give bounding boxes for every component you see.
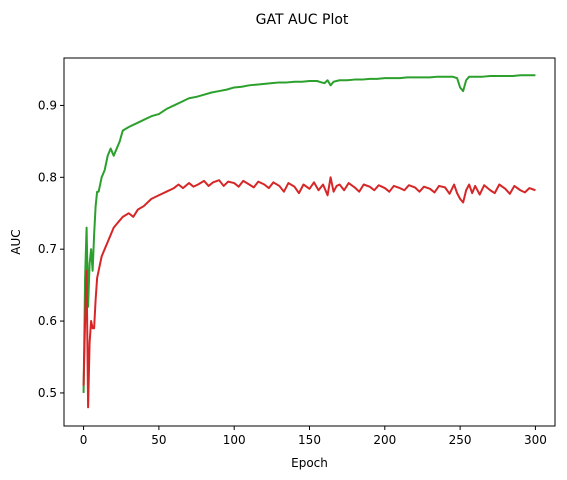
y-tick-label: 0.7 [38, 242, 57, 256]
x-tick-label: 250 [449, 433, 472, 447]
y-tick-label: 0.8 [38, 170, 57, 184]
x-tick-label: 100 [223, 433, 246, 447]
x-axis-ticks: 0 50 100 150 200 250 300 [80, 426, 547, 447]
y-axis-ticks: 0.5 0.6 0.7 0.8 0.9 [38, 98, 64, 400]
x-tick-label: 150 [298, 433, 321, 447]
y-axis-label: AUC [9, 229, 23, 254]
y-tick-label: 0.6 [38, 314, 57, 328]
x-tick-label: 50 [151, 433, 166, 447]
series-layer [82, 74, 536, 409]
x-tick-label: 200 [373, 433, 396, 447]
x-axis-label: Epoch [291, 456, 328, 470]
x-tick-label: 300 [524, 433, 547, 447]
series-line-2 [82, 176, 536, 409]
plot-frame [63, 57, 556, 427]
series-line-1 [82, 74, 536, 393]
y-tick-label: 0.5 [38, 386, 57, 400]
y-tick-label: 0.9 [38, 98, 57, 112]
x-tick-label: 0 [80, 433, 88, 447]
chart-title: GAT AUC Plot [256, 12, 349, 28]
